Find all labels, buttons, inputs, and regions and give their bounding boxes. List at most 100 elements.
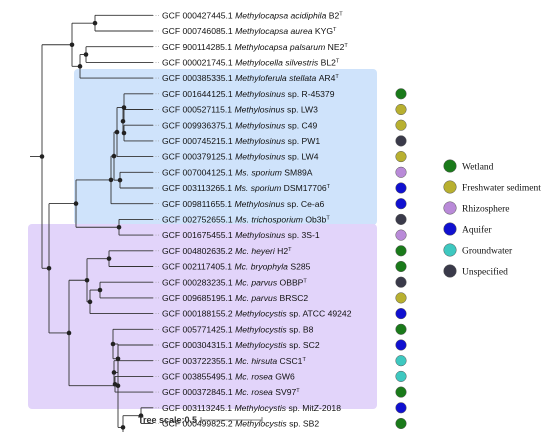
leaf-label: GCF 000379125.1 Methylosinus sp. LW4 [162,152,319,162]
legend-label-freshwater: Freshwater sediment [462,183,541,193]
leaf-label: GCF 000283235.1 Mc. parvus OBBPT [162,277,307,287]
leaf-label: GCF 000745215.1 Methylosinus sp. PW1 [162,136,320,146]
tree-branches [30,14,153,432]
leaf-label: GCF 000746085.1 Methylocapsa aurea KYGT [162,26,337,36]
leaf-label: GCF 004802635.2 Mc. heyeri H2T [162,246,292,256]
leaf-label: GCF 003855495.1 Mc. rosea GW6 [162,372,295,382]
node-support-dot [66,330,72,336]
leaf-species-name: Methylocapsa acidiphila [235,10,329,20]
legend-label-aquifer: Aquifer [462,224,492,235]
type-strain-marker: T [335,74,339,80]
leaf-species-name: Mc. parvus [235,293,279,303]
leaf-species-name: Methylosinus [235,89,288,99]
leaf-label: GCF 003113265.1 Ms. sporium DSM17706T [162,183,331,193]
leaf-strain: sp. ATCC 49242 [289,309,352,319]
leaf-species-name: Mc. rosea [235,372,275,382]
leaf-species-name: Ms. sporium [235,167,284,177]
leaf-accession: GCF 000527115.1 [162,105,234,115]
leaf-strain: sp. B8 [289,324,314,334]
node-support-dot [69,42,75,48]
habitat-dot-freshwater [395,151,407,163]
leaf-accession: GCF 009685195.1 [162,293,235,303]
leaf-label: GCF 002117405.1 Mc. bryophyla S285 [162,262,311,272]
leaf-strain: KYG [315,26,333,36]
habitat-dot-wetland [395,417,407,430]
leaf-accession: GCF 000304315.1 [162,340,235,350]
leaf-label: GCF 009936375.1 Methylosinus sp. C49 [162,120,317,130]
leaf-strain: sp. Ce-a6 [287,199,324,209]
leaf-strain: BL2 [321,58,337,68]
node-support-dot [120,425,126,430]
leaf-species-name: Methylocystis [234,403,288,413]
node-support-dot [83,52,89,57]
leaf-label: GCF 009811655.1 Methylosinus sp. Ce-a6 [162,199,324,209]
clade-highlight-methylosinus [74,69,377,225]
leaf-strain: BRSC2 [280,293,309,303]
habitat-dot-groundwater [395,370,407,382]
leaf-strain: sp. R-45379 [288,89,335,99]
leaf-strain: NE2 [328,42,345,52]
node-support-dot [110,341,116,347]
legend-swatch-groundwater [443,243,457,257]
leaf-strain: SM89A [284,167,312,177]
leaf-accession: GCF 002752655.1 [162,215,235,225]
habitat-dot-wetland [395,323,407,335]
leaf-label: GCF 001675455.1 Methylosinus sp. 3S-1 [162,230,320,240]
leaf-label: GCF 003113245.1 Methylocystis sp. MitZ-2… [162,403,341,413]
node-support-dot [106,256,112,261]
leaf-species-name: Methylocapsa palsarum [234,42,327,52]
leaf-species-name: Methylosinus [235,120,288,130]
leaf-label: GCF 000385335.1 Methyloferula stellata A… [162,73,339,83]
leaf-species-name: Methylosinus [235,152,288,162]
leaf-strain: SV97 [275,387,296,397]
leaf-accession: GCF 000372845.1 [162,387,235,397]
leaf-strain: sp. LW3 [287,105,318,115]
type-strain-marker: T [303,278,307,284]
leaf-label: GCF 003722355.1 Mc. hirsuta CSC1T [162,356,306,366]
leaf-species-name: Mc. bryophyla [234,262,290,272]
habitat-dot-aquifer [395,182,407,194]
leaf-strain: sp. LW4 [288,152,319,162]
node-support-dot [121,105,127,110]
habitat-dot-wetland [395,386,407,398]
type-strain-marker: T [344,43,348,49]
leaf-strain: GW6 [275,372,295,382]
leaf-label: GCF 005771425.1 Methylocystis sp. B8 [162,324,314,334]
leaf-species-name: Methylosinus [234,105,287,115]
leaf-label: GCF 900114285.1 Methylocapsa palsarum NE… [162,42,348,52]
habitat-dot-wetland [395,245,407,257]
leaf-accession: GCF 000385335.1 [162,73,235,83]
leaf-species-name: Mc. heyeri [235,246,277,256]
clade-highlights [28,69,377,409]
leaf-species-name: Mc. rosea [235,387,275,397]
tree-scale-bar: Tree scale:0.5 [138,415,263,425]
leaf-species-name: Methylocystis [235,419,289,429]
leaf-strain: DSM17706 [284,183,327,193]
node-support-dot [117,177,123,183]
node-support-dot [77,64,83,69]
leaf-accession: GCF 003722355.1 [162,356,235,366]
leaf-strain: sp. SB2 [289,419,319,429]
leaf-species-name: Methylocella silvestris [235,58,320,68]
node-support-dot [92,20,98,26]
leaf-accession: GCF 900114285.1 [162,42,234,52]
leaf-strain: sp. SC2 [289,340,320,350]
leaf-label: GCF 000372845.1 Mc. rosea SV97T [162,387,300,397]
node-support-dot [111,370,117,375]
leaf-label: GCF 007004125.1 Ms. sporium SM89A [162,167,313,177]
leaf-label: GCF 001644125.1 Methylosinus sp. R-45379 [162,89,335,99]
leaf-accession: GCF 009811655.1 [162,199,234,209]
legend-swatch-wetland [443,159,457,173]
leaf-accession: GCF 007004125.1 [162,167,235,177]
node-support-dot [116,224,122,230]
habitat-dot-unspecified [395,276,407,288]
leaf-strain: H2 [277,246,288,256]
node-support-dot [114,129,120,135]
clade-highlight-methylocystis [28,224,377,409]
leaf-strain: S285 [290,262,310,272]
legend-label-wetland: Wetland [462,162,494,172]
leaf-strain: sp. MitZ-2018 [288,403,341,413]
leaf-accession: GCF 000021745.1 [162,58,235,68]
leaf-species-name: Mc. parvus [235,277,279,287]
